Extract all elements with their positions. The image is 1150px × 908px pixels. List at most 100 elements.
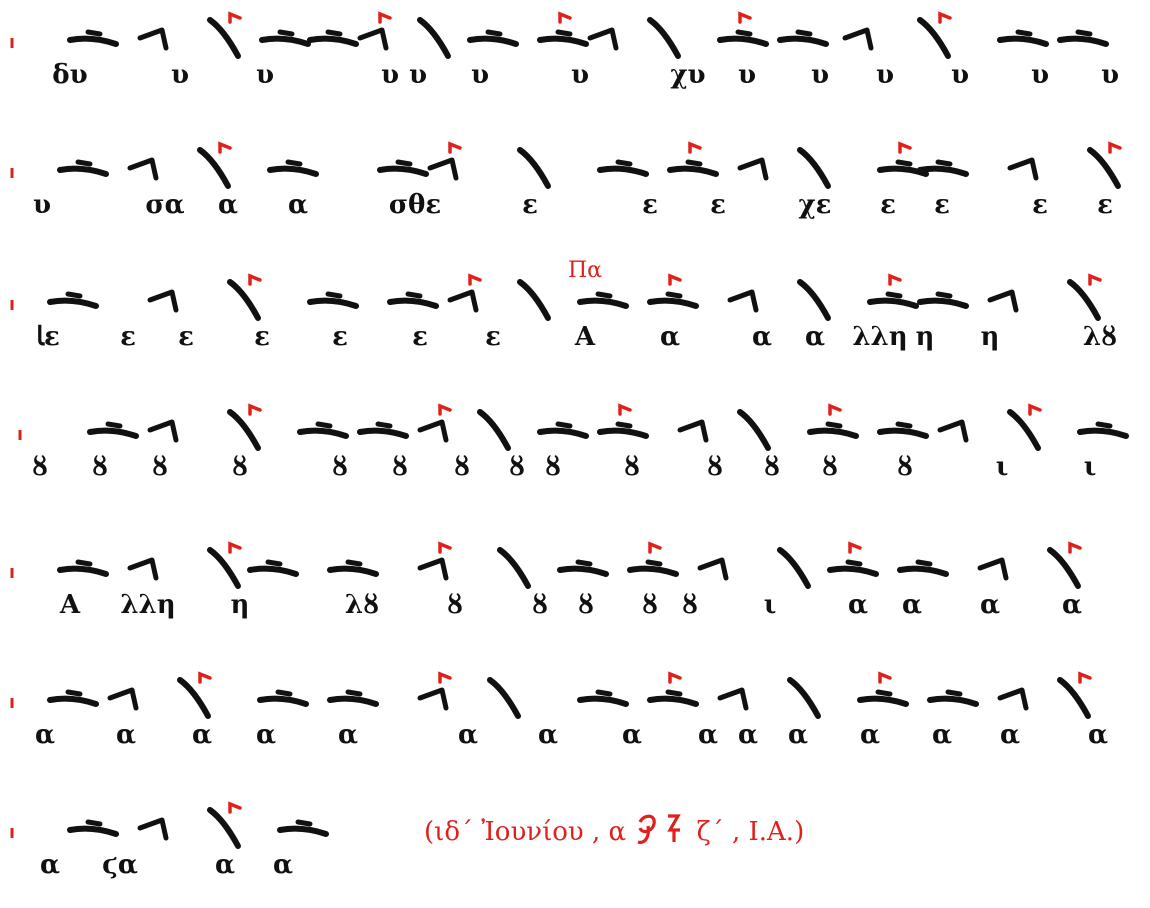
neume-mark: [75, 159, 93, 167]
martyria-label: Πα: [568, 258, 603, 283]
syllable: α: [697, 720, 719, 750]
ison-neume: [387, 297, 439, 309]
neume-mark: [65, 291, 83, 299]
ison-neume: [327, 565, 379, 577]
neume-mark: [395, 159, 413, 167]
syllable: α: [337, 720, 359, 750]
syllable: ȣ: [531, 590, 549, 620]
red-tick: [1068, 541, 1082, 554]
neume-mark: [935, 291, 953, 299]
syllable: ȣ: [641, 590, 659, 620]
neume-mark: [85, 819, 103, 827]
ison-neume: [57, 565, 109, 577]
syllable: ι: [763, 590, 777, 620]
neume-mark: [615, 159, 633, 167]
syllable: ε: [880, 190, 896, 220]
ison-neume: [877, 427, 929, 439]
ison-neume: [777, 35, 829, 47]
red-tick: [1028, 403, 1042, 416]
red-tick: [688, 141, 702, 154]
ison-neume: [307, 297, 359, 309]
red-tick: [898, 141, 912, 154]
apostrophos-neume: [427, 157, 459, 181]
neume-mark: [277, 29, 295, 37]
apostrophos-neume: [147, 419, 179, 443]
syllable: α: [191, 720, 213, 750]
red-tick: [848, 541, 862, 554]
syllable: λλη: [120, 590, 176, 620]
red-tick: [938, 11, 952, 24]
red-tick: [738, 11, 752, 24]
kentemata-neume: [207, 547, 241, 589]
neume-mark: [825, 421, 843, 429]
ison-neume: [67, 35, 119, 47]
kentemata-neume: [227, 279, 261, 321]
syllable: ȣ: [706, 452, 724, 482]
syllable: α: [115, 720, 137, 750]
red-tick: [248, 273, 262, 286]
kentemata-neume: [1047, 547, 1081, 589]
ison-neume: [667, 165, 719, 177]
neume-mark: [275, 689, 293, 697]
neume-mark: [295, 819, 313, 827]
neume-mark: [485, 29, 503, 37]
staff-line-4: ȣ ȣ ȣ ȣ ȣ ȣ ȣ ȣ ȣ ȣ ȣ ȣ ȣ ȣ ι ι: [0, 392, 1150, 510]
syllable: α: [804, 322, 826, 352]
kentemata-neume: [1007, 409, 1041, 451]
neume-mark: [1095, 421, 1113, 429]
neume-row: [10, 671, 1092, 719]
colophon-prefix: (ιδ´ Ἰουνίου , α: [424, 817, 627, 847]
red-tick: [648, 541, 662, 554]
ison-neume: [857, 695, 909, 707]
neume-row: [10, 801, 329, 849]
kentemata-neume: [477, 409, 511, 451]
red-tick: [248, 403, 262, 416]
syllable: ε: [522, 190, 538, 220]
apostrophos-neume: [727, 289, 759, 313]
neume-row: [10, 541, 1082, 589]
ison-neume: [647, 297, 699, 309]
apostrophos-neume: [417, 419, 449, 443]
kentemata-neume: [647, 17, 681, 59]
apostrophos-neume: [447, 289, 479, 313]
kentemata-neume: [497, 547, 531, 589]
ison-neume: [467, 35, 519, 47]
red-tick: [1078, 671, 1092, 684]
syllable: ε: [120, 322, 136, 352]
kentemata-neume: [1057, 677, 1091, 719]
syllable: χε: [798, 190, 832, 220]
syllable: α: [621, 720, 643, 750]
syllable: υ: [570, 60, 590, 90]
ison-neume: [877, 165, 929, 177]
syllable: α: [1087, 720, 1109, 750]
neume-mark: [555, 421, 573, 429]
syllable: ε: [178, 322, 194, 352]
staff-line-1: δυ υ υ υ υ υ υ χυ υ υ υ υ υ υ: [0, 0, 1150, 118]
neume-mark: [595, 689, 613, 697]
neume-mark: [375, 421, 393, 429]
syllable: ε: [412, 322, 428, 352]
red-tick: [618, 403, 632, 416]
syllable: α: [931, 720, 953, 750]
syllable: ϛα: [102, 850, 138, 880]
neume-mark: [665, 291, 683, 299]
syllable: υ: [875, 60, 895, 90]
red-tick: [438, 541, 452, 554]
apostrophos-neume: [987, 289, 1019, 313]
neume-mark: [555, 29, 573, 37]
ison-neume: [377, 165, 429, 177]
red-tick: [1088, 273, 1102, 286]
syllable: ȣ: [446, 590, 464, 620]
neume-mark: [885, 291, 903, 299]
ison-neume: [267, 165, 319, 177]
kentemata-neume: [517, 279, 551, 321]
ison-neume: [1057, 35, 1109, 47]
syllable: α: [1061, 590, 1083, 620]
kentemata-neume: [777, 547, 811, 589]
red-tick: [378, 11, 392, 24]
red-tick: [198, 671, 212, 684]
apostrophos-neume: [107, 687, 139, 711]
ison-neume: [327, 695, 379, 707]
neume-mark: [285, 159, 303, 167]
staff-line-5: Α λλη η λȣ ȣ ȣ ȣ ȣ ȣ ι α α α α: [0, 530, 1150, 648]
